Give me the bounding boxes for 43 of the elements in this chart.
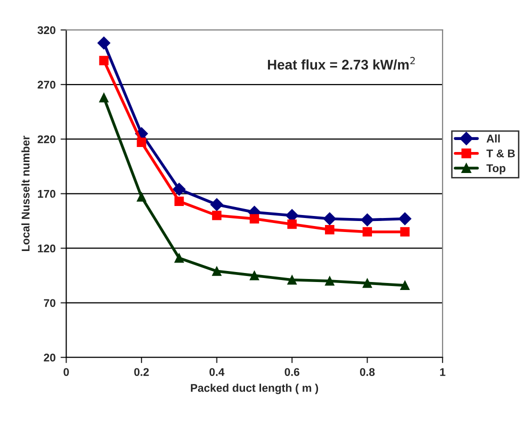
legend-label: Top [486, 164, 506, 174]
y-tick-label: 20 [44, 354, 56, 362]
point [362, 227, 372, 237]
x-axis-title: Packed duct length ( m ) [190, 384, 318, 394]
point [324, 225, 334, 234]
point [287, 220, 297, 229]
point [360, 213, 374, 226]
point [212, 266, 222, 276]
x-tick-label: 0.6 [284, 368, 300, 376]
point [99, 56, 109, 66]
y-tick-label: 170 [38, 190, 56, 198]
point [97, 36, 110, 50]
y-tick-label: 120 [38, 244, 56, 252]
x-tick-label: 0.4 [209, 368, 224, 376]
legend-label: All [486, 134, 500, 142]
point [136, 192, 146, 202]
legend-label: T & B [486, 150, 515, 158]
point [323, 212, 336, 226]
x-tick-label: 1 [440, 368, 446, 376]
point [398, 212, 412, 226]
point [400, 227, 410, 237]
x-tick-label: 0.2 [134, 368, 149, 376]
point [212, 210, 222, 220]
point [136, 138, 146, 148]
y-tick-label: 70 [44, 299, 56, 307]
point [250, 270, 260, 280]
point [362, 278, 372, 288]
y-tick-label: 220 [38, 135, 56, 144]
point [99, 92, 109, 102]
point [250, 214, 260, 224]
point [400, 280, 410, 290]
point [287, 275, 297, 285]
point [210, 198, 224, 211]
y-tick-label: 320 [38, 26, 56, 34]
point [174, 196, 184, 206]
point [174, 253, 184, 263]
y-axis-title: Local Nusselt number [21, 136, 30, 251]
x-tick-label: 0 [64, 368, 69, 376]
point [172, 182, 186, 196]
point [324, 276, 334, 286]
annotation: Heat flux = 2.73 kW/m$^{2}$ [268, 56, 415, 70]
y-tick-label: 270 [38, 80, 56, 89]
x-tick-label: 0.8 [360, 368, 375, 376]
